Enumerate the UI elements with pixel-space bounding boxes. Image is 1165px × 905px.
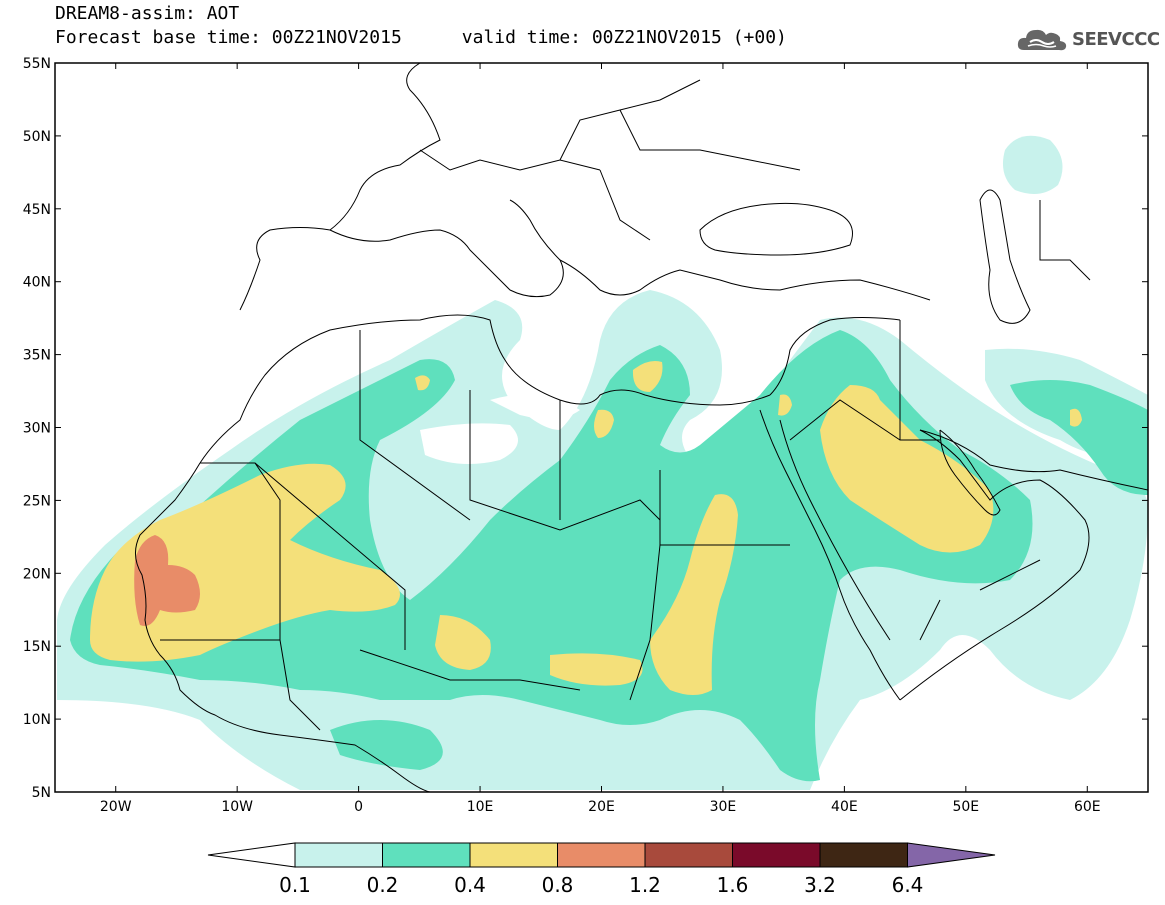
cloud-icon [1017,29,1067,51]
lon-tick-label: 10E [467,799,494,815]
colorbar-segment [469,842,558,868]
logo-text: SEEVCCC [1072,28,1160,50]
colorbar-segment [382,842,471,868]
lon-tick-label: 10W [221,799,253,815]
lon-tick-label: 20E [588,799,615,815]
colorbar-over-arrow [907,842,996,868]
lon-tick-label: 20W [100,799,132,815]
colorbar-label: 0.8 [542,873,574,897]
lon-tick-label: 40E [831,799,858,815]
chart-title: DREAM8-assim: AOT [55,3,240,24]
colorbar-label: 0.4 [454,873,486,897]
latitude-axis: 55N 50N 45N 40N 35N 30N 25N 20N 15N 10N 5N [23,56,1148,801]
aot-level-0.2 [70,330,1148,782]
colorbar-label: 0.1 [279,873,311,897]
aot-level-0.8 [134,535,200,626]
coastlines-and-borders [135,63,1148,792]
colorbar-segment [294,842,383,868]
colorbar-segment [732,842,821,868]
colorbar-segment [819,842,908,868]
lon-tick-label: 0 [354,799,363,815]
lat-tick-label: 35N [23,348,51,364]
lat-tick-label: 25N [23,493,51,509]
lat-tick-label: 30N [23,421,51,437]
lon-tick-label: 30E [710,799,737,815]
lat-tick-label: 55N [23,56,51,72]
lat-tick-label: 50N [23,129,51,145]
colorbar-under-arrow [207,842,296,868]
colorbar-label: 6.4 [892,873,924,897]
lon-tick-label: 50E [952,799,979,815]
colorbar-label: 3.2 [804,873,836,897]
colorbar-label: 1.2 [629,873,661,897]
lon-tick-label: 60E [1074,799,1101,815]
aot-field [57,135,1148,790]
seevccc-logo: SEEVCCC [1016,20,1160,58]
lat-tick-label: 10N [23,712,51,728]
lat-tick-label: 45N [23,202,51,218]
lat-tick-label: 20N [23,566,51,582]
base-time-label: Forecast base time: 00Z21NOV2015 [55,27,402,48]
colorbar: 0.1 0.2 0.4 0.8 1.2 1.6 3.2 6.4 [207,842,996,897]
colorbar-label: 1.6 [717,873,749,897]
time-info: Forecast base time: 00Z21NOV2015 valid ti… [55,28,787,48]
lat-tick-label: 15N [23,639,51,655]
aot-level-0.4 [90,361,1082,695]
colorbar-segment [557,842,646,868]
lat-tick-label: 5N [32,785,51,801]
valid-time-label: valid time: 00Z21NOV2015 (+00) [461,27,787,48]
colorbar-segment [644,842,733,868]
colorbar-label: 0.2 [367,873,399,897]
longitude-axis: 20W 10W 0 10E 20E 30E 40E 50E 60E [100,63,1101,815]
lat-tick-label: 40N [23,275,51,291]
